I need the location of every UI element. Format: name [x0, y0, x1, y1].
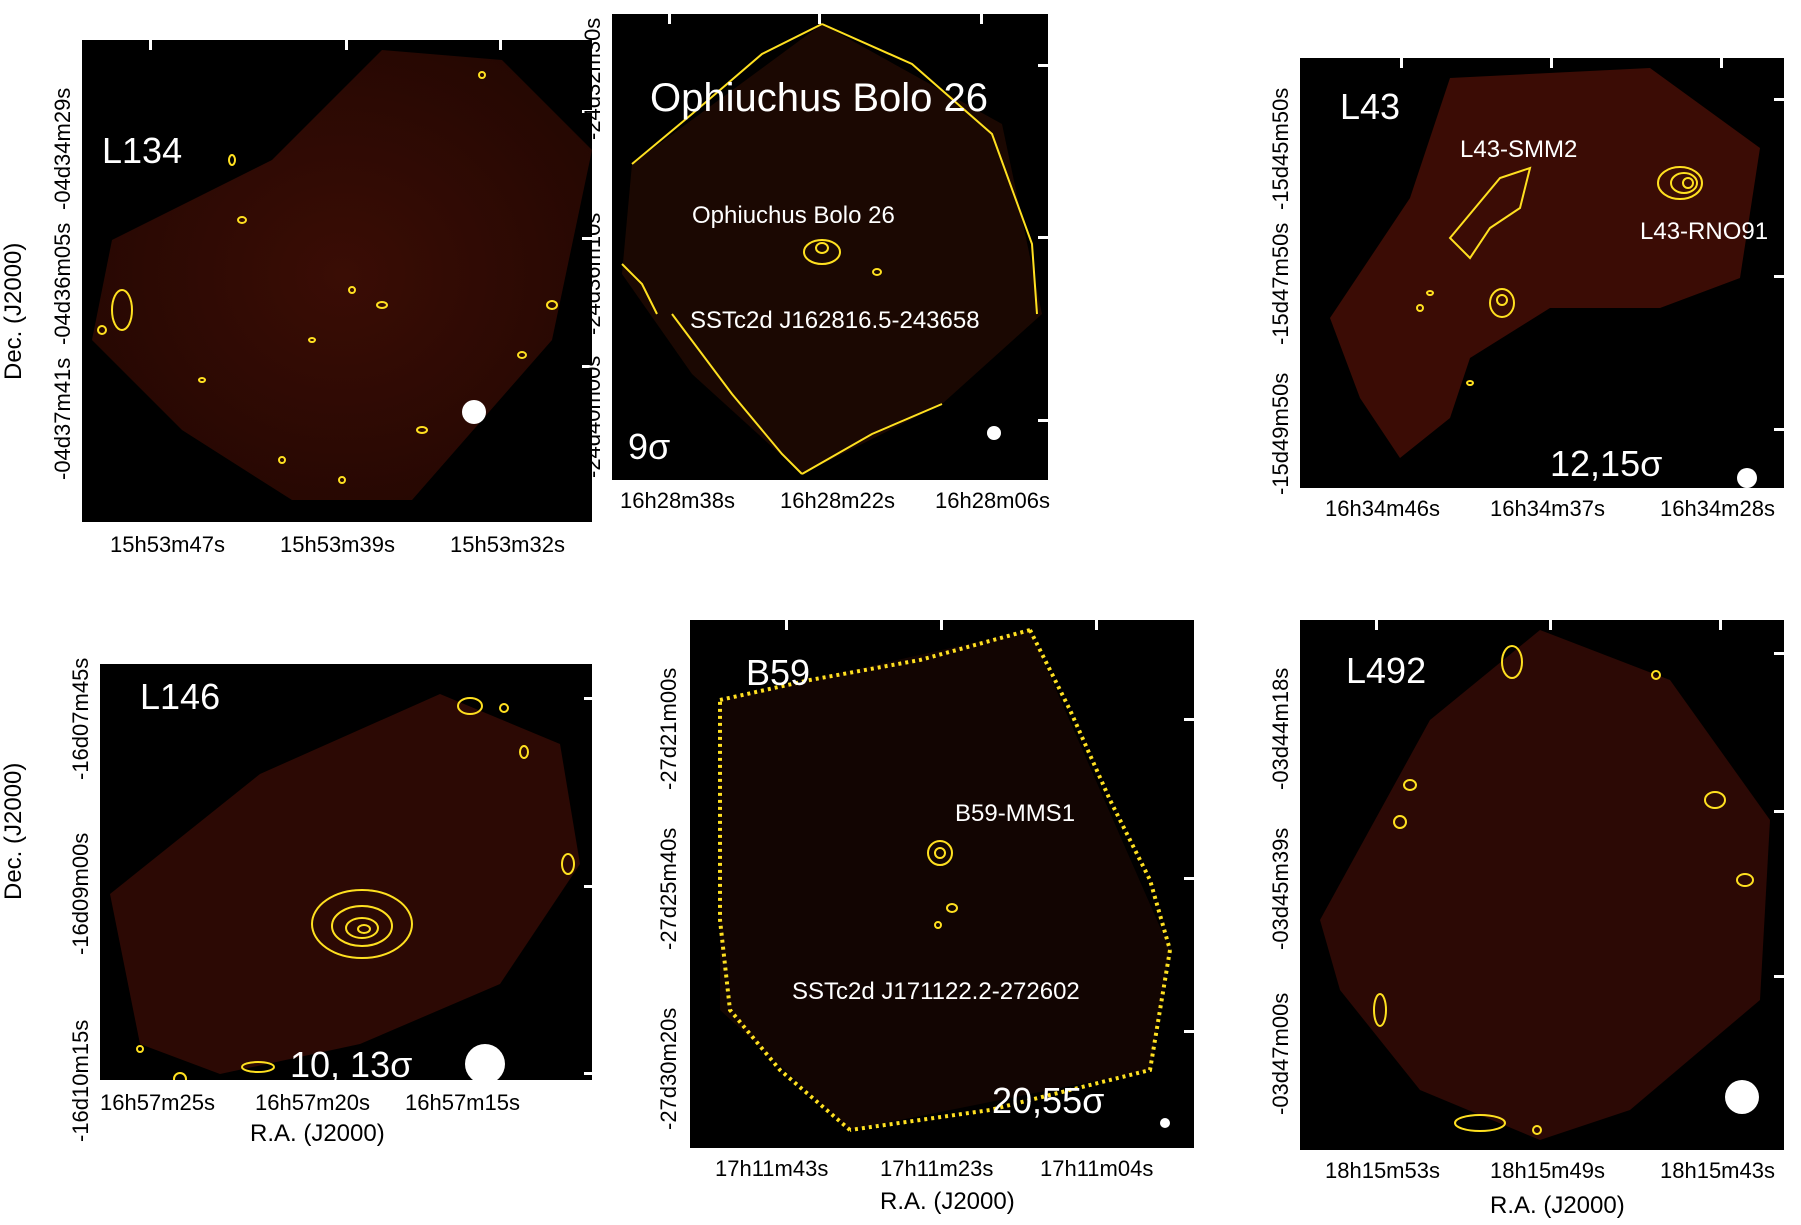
dec-tick: -24d32m30s — [580, 17, 605, 140]
dec-tick: -24d36m10s — [580, 212, 605, 335]
panel-ophiuchus-bolo-26: Ophiuchus Bolo 26 Ophiuchus Bolo 26 SSTc… — [612, 14, 1048, 480]
beam-size-marker — [465, 1044, 505, 1080]
beam-size-marker — [1160, 1118, 1170, 1128]
panel-title: L43 — [1340, 86, 1401, 127]
dec-axis-title-top: Dec. (J2000) — [0, 242, 27, 380]
dec-tick: -15d49m50s — [1268, 372, 1293, 495]
ra-tick: 17h11m23s — [880, 1156, 994, 1181]
panel-l43: L43 L43-SMM2 L43-RNO91 12,15σ — [1300, 58, 1784, 488]
dec-tick: -16d09m00s — [68, 832, 93, 955]
dec-tick: -15d45m50s — [1268, 87, 1293, 210]
dec-tick: -24d40m00s — [580, 355, 605, 478]
ra-tick: 16h28m38s — [620, 488, 735, 513]
source-label: B59-MMS1 — [955, 800, 1076, 827]
contour-levels: 9σ — [628, 426, 671, 467]
panel-title: L134 — [102, 130, 183, 171]
l43-intensity-map — [1330, 68, 1760, 458]
ra-axis-title: R.A. (J2000) — [1490, 1192, 1625, 1219]
panel-title: B59 — [746, 652, 811, 693]
dec-tick: -04d37m41s — [50, 357, 75, 480]
ra-tick: 17h11m43s — [715, 1156, 829, 1181]
panel-title: Ophiuchus Bolo 26 — [650, 76, 989, 120]
dec-tick: -15d47m50s — [1268, 222, 1293, 345]
l146-intensity-map — [110, 694, 580, 1080]
dec-tick: -03d44m18s — [1268, 667, 1293, 790]
ra-tick: 16h34m46s — [1325, 496, 1440, 521]
ra-tick: 17h11m04s — [1040, 1156, 1154, 1181]
beam-size-marker — [987, 426, 1001, 440]
contour-levels: 10, 13σ — [290, 1044, 413, 1080]
ra-tick: 16h57m15s — [405, 1090, 520, 1115]
ra-tick: 16h34m28s — [1660, 496, 1775, 521]
beam-size-marker — [1737, 468, 1757, 488]
beam-size-marker — [1725, 1080, 1759, 1114]
source-label: Ophiuchus Bolo 26 — [692, 202, 895, 229]
panel-l492: L492 — [1300, 620, 1784, 1150]
ra-tick: 16h57m20s — [255, 1090, 370, 1115]
dec-tick: -16d10m15s — [68, 1019, 93, 1142]
ra-tick: 16h34m37s — [1490, 496, 1605, 521]
ra-tick: 16h28m06s — [935, 488, 1050, 513]
dec-tick: -27d25m40s — [656, 827, 681, 950]
ra-tick: 15h53m32s — [450, 532, 565, 557]
source-label: L43-RNO91 — [1640, 218, 1769, 245]
l492-intensity-map — [1320, 630, 1770, 1140]
beam-size-marker — [462, 400, 486, 424]
ophiuchus-intensity-map — [621, 23, 1042, 475]
dec-tick: -27d21m00s — [656, 667, 681, 790]
l134-intensity-map — [92, 50, 592, 500]
panel-title: L492 — [1346, 650, 1427, 691]
panel-l146: L146 10, 13σ — [100, 664, 592, 1080]
panel-title: L146 — [140, 676, 221, 717]
contour-levels: 12,15σ — [1550, 443, 1663, 484]
ra-tick: 16h57m25s — [100, 1090, 215, 1115]
source-label: SSTc2d J171122.2-272602 — [792, 978, 1080, 1005]
contour-levels: 20,55σ — [992, 1080, 1105, 1121]
dec-tick: -16d07m45s — [68, 657, 93, 780]
ra-tick: 18h15m53s — [1325, 1158, 1440, 1183]
source-label: SSTc2d J162816.5-243658 — [690, 307, 980, 334]
b59-intensity-map — [718, 628, 1172, 1132]
ra-tick: 15h53m47s — [110, 532, 225, 557]
panel-l134: L134 — [82, 40, 592, 522]
ra-tick: 18h15m49s — [1490, 1158, 1605, 1183]
panel-b59: B59 B59-MMS1 SSTc2d J171122.2-272602 20,… — [690, 620, 1194, 1148]
ra-tick: 15h53m39s — [280, 532, 395, 557]
source-label: L43-SMM2 — [1460, 136, 1578, 163]
dec-tick: -04d36m05s — [50, 222, 75, 345]
ra-axis-title: R.A. (J2000) — [250, 1120, 385, 1147]
dec-tick: -03d47m00s — [1268, 992, 1293, 1115]
dec-tick: -04d34m29s — [50, 87, 75, 210]
ra-tick: 16h28m22s — [780, 488, 895, 513]
ra-axis-title: R.A. (J2000) — [880, 1188, 1015, 1215]
ra-tick: 18h15m43s — [1660, 1158, 1775, 1183]
dec-tick: -03d45m39s — [1268, 827, 1293, 950]
dec-axis-title-bottom: Dec. (J2000) — [0, 762, 27, 900]
dec-tick: -27d30m20s — [656, 1007, 681, 1130]
